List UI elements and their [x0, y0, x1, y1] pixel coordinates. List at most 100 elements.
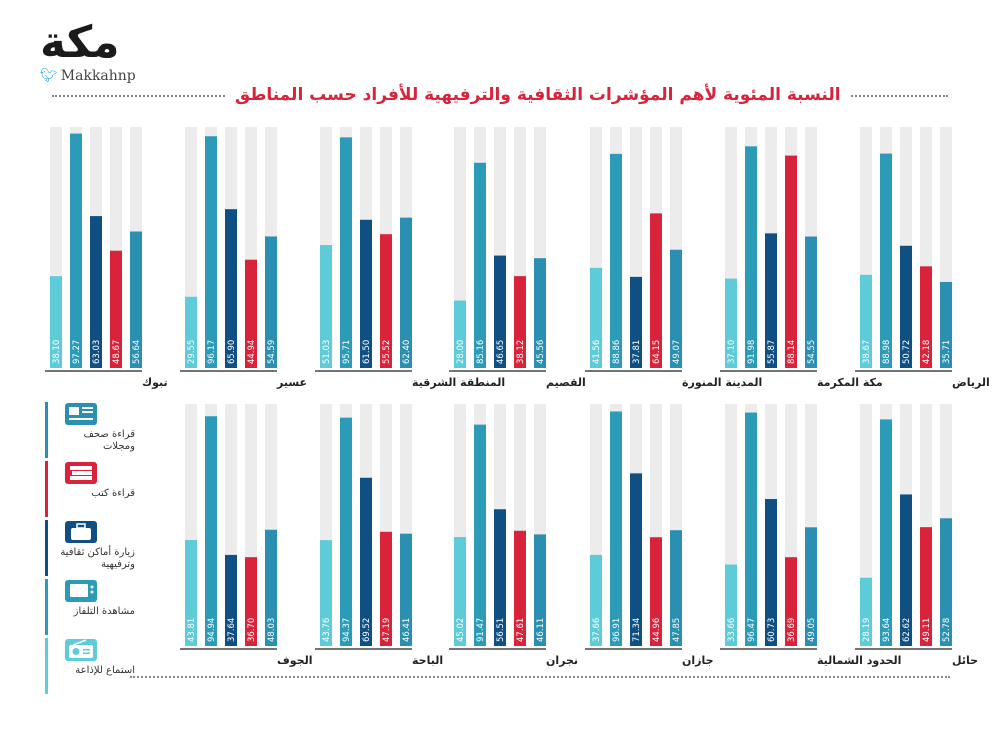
bar [245, 259, 257, 368]
bar-value-label: 62.62 [902, 618, 912, 642]
bar [400, 533, 412, 646]
region-label: المدينة المنورة [682, 376, 762, 389]
bar [900, 494, 912, 646]
bar [920, 266, 932, 368]
bar [805, 527, 817, 646]
bar [590, 554, 602, 646]
bar-value-label: 44.96 [652, 618, 662, 642]
bar [785, 155, 797, 368]
twitter-bird-icon: 🐦︎ [40, 68, 58, 84]
bar-value-label: 64.15 [652, 340, 662, 364]
bar [860, 274, 872, 368]
bar-value-label: 61.50 [362, 340, 372, 364]
bar [454, 537, 466, 646]
bar-value-label: 36.70 [247, 618, 257, 642]
logo-word: مكة [40, 17, 120, 68]
bar-value-label: 88.14 [787, 340, 797, 364]
bar-value-label: 38.12 [516, 340, 526, 364]
legend-label: استماع للإذاعة [75, 665, 135, 676]
bar-value-label: 38.67 [862, 340, 872, 364]
bar-value-label: 46.11 [536, 618, 546, 642]
bar-value-label: 60.73 [767, 618, 777, 642]
bar-value-label: 51.03 [322, 340, 332, 364]
bar [940, 518, 952, 646]
legend-item-books: قراءة كتب [45, 461, 135, 517]
bar [265, 529, 277, 646]
bar [765, 233, 777, 368]
radio-icon [65, 639, 97, 661]
bar-value-label: 42.18 [922, 340, 932, 364]
bar-value-label: 47.19 [382, 618, 392, 642]
bar-value-label: 45.56 [536, 340, 546, 364]
bar-value-label: 38.10 [52, 340, 62, 364]
region-label: الجوف [277, 654, 313, 667]
bar [745, 412, 757, 646]
bar [610, 411, 622, 646]
bar-value-label: 47.61 [516, 618, 526, 642]
bar [670, 249, 682, 368]
bar-value-label: 88.86 [612, 340, 622, 364]
bar [50, 276, 62, 368]
bar-value-label: 96.91 [612, 618, 622, 642]
region-label: الرياض [952, 376, 990, 389]
bar [745, 146, 757, 368]
bar-value-label: 50.72 [902, 340, 912, 364]
bar [225, 209, 237, 368]
bar-value-label: 49.11 [922, 618, 932, 642]
bar-value-label: 69.52 [362, 618, 372, 642]
bar [725, 278, 737, 368]
bar-value-label: 63.03 [92, 340, 102, 364]
region-label: حائل [952, 654, 978, 667]
bar [360, 219, 372, 368]
region-label: عسير [276, 376, 307, 389]
bar [494, 509, 506, 646]
bottom-divider [130, 676, 950, 678]
region-label: الباحة [412, 654, 443, 667]
bar [185, 296, 197, 368]
bar-value-label: 45.02 [456, 618, 466, 642]
bar [785, 557, 797, 646]
legend-item-visits: زيارة أماكن ثقافية وترفيهية [45, 520, 135, 576]
bar [534, 258, 546, 368]
bar [900, 245, 912, 368]
bar [514, 276, 526, 368]
legend-item-radio: استماع للإذاعة [45, 638, 135, 694]
newspaper-icon [65, 403, 97, 425]
bar-value-label: 49.05 [807, 618, 817, 642]
bar [534, 534, 546, 646]
bar-value-label: 97.27 [72, 340, 82, 364]
bar-value-label: 43.81 [187, 618, 197, 642]
bar-value-label: 44.94 [247, 340, 257, 364]
bar [320, 245, 332, 368]
bar [205, 416, 217, 646]
bar [630, 473, 642, 646]
handle-text: Makkahnp [60, 68, 136, 84]
bar [340, 137, 352, 368]
bar-value-label: 33.66 [727, 618, 737, 642]
bar [474, 424, 486, 646]
bar-value-label: 62.40 [402, 340, 412, 364]
bar [90, 216, 102, 368]
bar-value-label: 94.94 [207, 618, 217, 642]
region-label: مكة المكرمة [817, 376, 883, 389]
bar-value-label: 29.55 [187, 340, 197, 364]
bar [130, 231, 142, 368]
region-label: المنطقة الشرقية [412, 376, 505, 389]
legend-label: مشاهدة التلفاز [73, 606, 135, 617]
bar [920, 527, 932, 646]
bar [454, 300, 466, 368]
bar [880, 153, 892, 368]
bar [360, 477, 372, 646]
bar-value-label: 91.47 [476, 618, 486, 642]
bar [380, 531, 392, 646]
bar [380, 234, 392, 368]
bar [110, 250, 122, 368]
bar [725, 564, 737, 646]
bar [340, 417, 352, 646]
bar-value-label: 55.52 [382, 340, 392, 364]
bar-value-label: 94.37 [342, 618, 352, 642]
bar-value-label: 28.19 [862, 618, 872, 642]
bar-value-label: 43.76 [322, 618, 332, 642]
bar [610, 153, 622, 368]
